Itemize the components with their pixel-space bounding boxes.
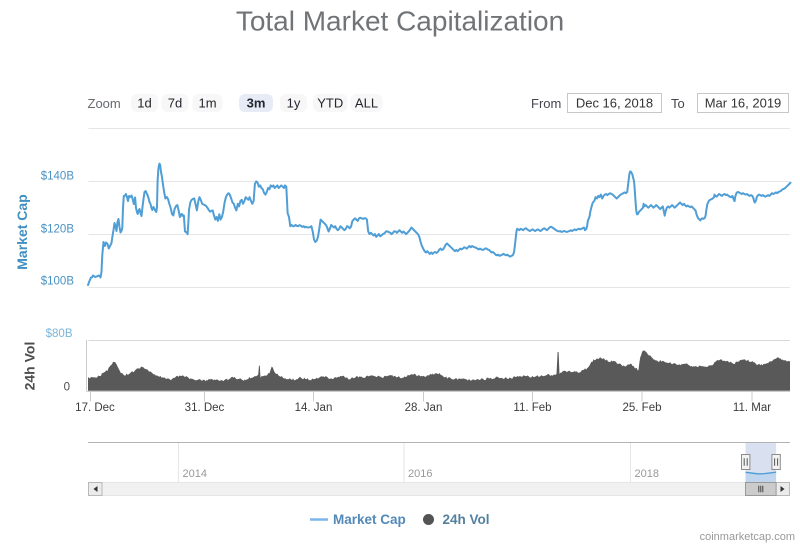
svg-text:To: To: [671, 96, 685, 111]
svg-text:28. Jan: 28. Jan: [405, 402, 443, 414]
svg-text:25. Feb: 25. Feb: [623, 402, 662, 414]
svg-text:14. Jan: 14. Jan: [295, 402, 333, 414]
svg-text:$80B: $80B: [46, 328, 73, 340]
svg-text:2016: 2016: [408, 468, 432, 480]
svg-text:YTD: YTD: [317, 96, 343, 111]
svg-text:1m: 1m: [198, 96, 216, 111]
svg-text:$120B: $120B: [41, 224, 75, 236]
svg-text:2018: 2018: [635, 468, 659, 480]
svg-text:1d: 1d: [137, 96, 151, 111]
svg-text:2014: 2014: [183, 468, 207, 480]
svg-text:ALL: ALL: [355, 96, 378, 111]
svg-text:1y: 1y: [287, 96, 301, 111]
svg-text:Market Cap: Market Cap: [333, 512, 406, 527]
svg-text:11. Feb: 11. Feb: [513, 402, 551, 414]
svg-text:Mar 16, 2019: Mar 16, 2019: [705, 96, 782, 111]
svg-text:Market Cap: Market Cap: [14, 194, 30, 269]
svg-text:Zoom: Zoom: [88, 96, 121, 111]
svg-text:3m: 3m: [247, 96, 266, 111]
svg-text:24h Vol: 24h Vol: [443, 512, 490, 527]
svg-text:0: 0: [64, 382, 70, 394]
svg-text:Dec 16, 2018: Dec 16, 2018: [576, 96, 653, 111]
svg-text:coinmarketcap.com: coinmarketcap.com: [700, 531, 795, 543]
svg-text:31. Dec: 31. Dec: [185, 402, 225, 414]
svg-text:24h Vol: 24h Vol: [22, 342, 38, 391]
svg-text:7d: 7d: [168, 96, 182, 111]
svg-text:$140B: $140B: [41, 171, 75, 183]
svg-text:17. Dec: 17. Dec: [75, 402, 115, 414]
svg-text:From: From: [531, 96, 561, 111]
svg-text:$100B: $100B: [41, 276, 75, 288]
svg-text:Total Market Capitalization: Total Market Capitalization: [236, 6, 564, 37]
svg-text:11. Mar: 11. Mar: [733, 402, 771, 414]
